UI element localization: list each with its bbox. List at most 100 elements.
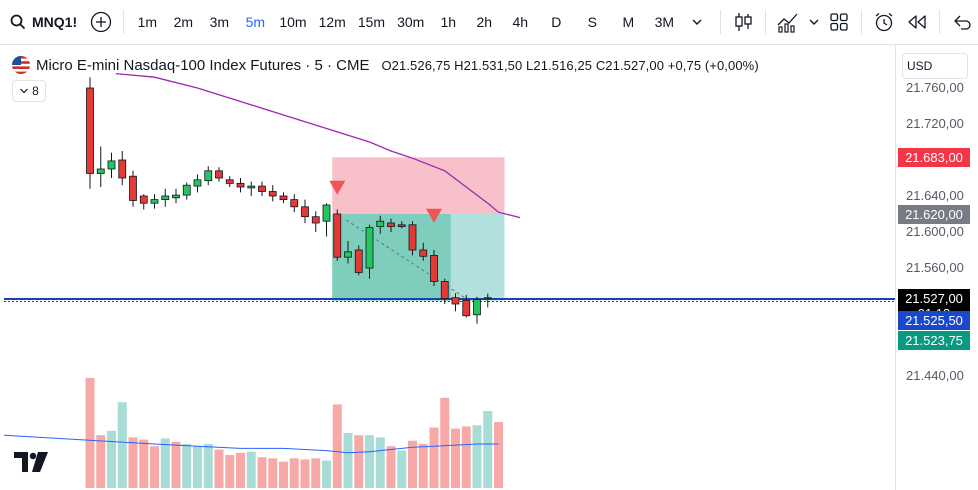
volume-bar (451, 428, 460, 488)
candle-body (204, 170, 213, 182)
interval-5m[interactable]: 5m (245, 14, 266, 30)
search-icon (10, 14, 26, 30)
interval-M[interactable]: M (622, 14, 635, 30)
interval-30m[interactable]: 30m (397, 14, 425, 30)
volume-bar (440, 397, 450, 488)
layouts-button[interactable] (823, 7, 855, 37)
volume-bar (85, 378, 95, 488)
undo-button[interactable] (946, 7, 978, 37)
candle-body (365, 227, 374, 269)
volume-bar (246, 451, 256, 488)
indicators-dropdown[interactable] (804, 7, 823, 37)
interval-3M[interactable]: 3M (654, 14, 675, 30)
plus-circle-icon (91, 11, 112, 33)
candle-body (301, 206, 309, 218)
toolbar-separator (861, 10, 863, 34)
interval-4h[interactable]: 4h (512, 14, 529, 30)
interval-S[interactable]: S (587, 14, 597, 30)
volume-bar (236, 452, 245, 488)
candle-body (193, 179, 202, 187)
volume-bar (300, 459, 310, 488)
candle-body (473, 299, 481, 316)
price-axis-label: 21.560,00 (906, 260, 964, 275)
candle-body (225, 179, 234, 184)
price-chart[interactable] (0, 45, 978, 490)
indicator-count: 8 (32, 84, 39, 98)
candle-body (333, 213, 342, 258)
price-tag: 21.683,00 (898, 148, 970, 168)
volume-bar (311, 458, 321, 488)
interval-2h[interactable]: 2h (476, 14, 493, 30)
indicators-button[interactable] (772, 7, 804, 37)
chevron-down-icon (20, 88, 29, 94)
volume-bar (214, 449, 224, 488)
moving-average-line (115, 72, 521, 219)
interval-10m[interactable]: 10m (279, 14, 307, 30)
price-axis-label: 21.600,00 (906, 224, 964, 239)
candle-body (107, 160, 116, 170)
candle-body (430, 254, 438, 282)
candle-body (86, 87, 94, 174)
toolbar-separator (719, 10, 721, 34)
tradingview-logo[interactable] (14, 452, 50, 477)
volume-bar (322, 460, 331, 488)
interval-dropdown[interactable] (681, 7, 713, 37)
candle-body (258, 185, 266, 192)
volume-bar (203, 444, 213, 488)
price-axis-label: 21.720,00 (906, 116, 964, 131)
chevron-down-icon (692, 19, 702, 25)
interval-2m[interactable]: 2m (173, 14, 194, 30)
volume-bar (483, 411, 493, 488)
candle-body (462, 299, 471, 317)
volume-bar (289, 458, 299, 488)
candle-body (182, 184, 191, 196)
candle-body (322, 204, 331, 222)
toolbar-separator (938, 10, 940, 34)
sell-signal-triangle (329, 180, 346, 195)
volume-bar (150, 446, 159, 488)
candle-body (376, 220, 385, 227)
candle-body (215, 170, 223, 179)
chart-legend: Micro E-mini Nasdaq-100 Index Futures · … (12, 54, 759, 76)
grid-layout-icon (830, 13, 848, 31)
volume-bar (96, 435, 106, 488)
chart-type-button[interactable] (727, 7, 759, 37)
volume-bar (494, 422, 503, 488)
volume-bar (171, 441, 181, 488)
price-tag: 21.620,00 (898, 205, 970, 224)
currency-selector[interactable]: USD (902, 53, 968, 79)
volume-bar (461, 426, 471, 488)
volume-bar (279, 461, 288, 488)
candle-body (118, 159, 127, 179)
symbol-title[interactable]: Micro E-mini Nasdaq-100 Index Futures · … (36, 56, 370, 74)
us-flag-icon (12, 56, 30, 74)
candle-body (290, 199, 299, 208)
add-symbol-button[interactable] (85, 7, 117, 37)
candle-body (150, 199, 159, 204)
volume-bar (193, 446, 202, 488)
interval-3m[interactable]: 3m (209, 14, 230, 30)
candle-body (268, 191, 277, 197)
volume-bar (429, 427, 439, 488)
interval-15m[interactable]: 15m (357, 14, 386, 30)
alert-button[interactable] (868, 7, 900, 37)
volume-bar (332, 404, 342, 488)
candle-body (451, 297, 460, 305)
legend-collapse-toggle[interactable]: 8 (12, 80, 46, 102)
price-axis-label: 21.440,00 (906, 368, 964, 383)
interval-D[interactable]: D (551, 14, 562, 30)
interval-1m[interactable]: 1m (137, 14, 158, 30)
volume-bar (268, 458, 278, 488)
interval-1h[interactable]: 1h (440, 14, 457, 30)
candle-body (172, 194, 180, 199)
stop-loss-zone (332, 157, 505, 214)
volume-bar (397, 450, 407, 488)
candle-body (311, 216, 320, 224)
replay-button[interactable] (901, 7, 933, 37)
symbol-search[interactable]: MNQ1! (0, 0, 85, 44)
candle-body (419, 249, 428, 257)
interval-12m[interactable]: 12m (318, 14, 346, 30)
volume-bar (375, 437, 385, 488)
volume-bar (354, 435, 364, 488)
symbol-name: MNQ1! (32, 14, 78, 30)
